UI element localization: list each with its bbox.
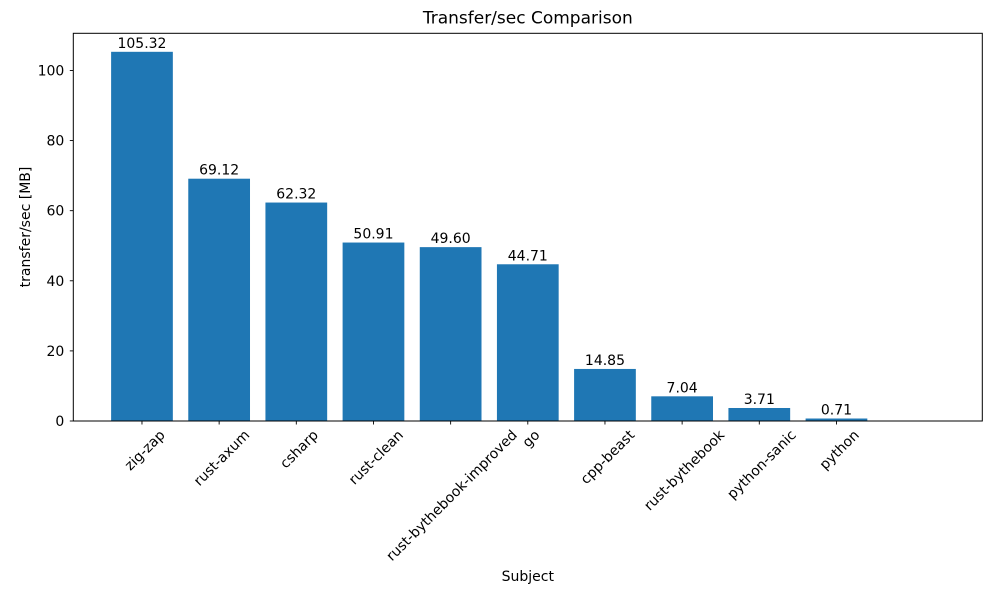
x-tick-label-rust-axum: rust-axum <box>191 427 253 489</box>
bar-python-sanic <box>728 407 791 421</box>
y-axis-group: 0 20 40 60 80 100 <box>38 63 74 430</box>
y-tick-label: 80 <box>46 134 64 150</box>
bar-zig-zap <box>111 51 173 421</box>
bar-value-label: 49.60 <box>431 231 471 247</box>
x-tick-label-rust-bythebook-improved: rust-bythebook-improved <box>384 427 521 564</box>
bar-cpp-beast <box>574 368 636 421</box>
x-tick-label-csharp: csharp <box>277 427 322 472</box>
bar-value-label: 3.71 <box>744 392 775 408</box>
x-tick-label-python: python <box>817 427 863 473</box>
bars-group <box>111 51 868 421</box>
x-tick-label-go: go <box>520 427 544 451</box>
bar-value-label: 44.71 <box>508 248 548 264</box>
x-tick-label-zig-zap: zig-zap <box>122 427 169 474</box>
bar-value-label: 105.32 <box>117 36 166 52</box>
bar-rust-bythebook <box>651 396 713 421</box>
chart-title: Transfer/sec Comparison <box>422 9 633 29</box>
x-tick-label-python-sanic: python-sanic <box>724 427 799 502</box>
x-axis-title: Subject <box>502 569 555 585</box>
y-tick-label: 20 <box>46 344 64 360</box>
x-tick-label-rust-bythebook: rust-bythebook <box>641 427 728 514</box>
bar-value-label: 62.32 <box>276 187 316 203</box>
y-tick-label: 0 <box>55 414 64 430</box>
bar-go <box>496 264 559 421</box>
bar-value-label: 50.91 <box>353 227 393 243</box>
plot-frame <box>72 32 983 422</box>
bar-value-label: 0.71 <box>821 403 852 419</box>
y-tick-label: 40 <box>46 274 64 290</box>
x-tick-label-rust-clean: rust-clean <box>346 427 407 488</box>
bar-rust-axum <box>188 178 251 421</box>
bar-rust-bythebook-improved <box>419 247 482 421</box>
bar-csharp <box>265 202 328 421</box>
x-axis-group: zig-zap rust-axum csharp rust-cleanrust-byt… <box>122 421 863 564</box>
y-axis-title: transfer/sec [MB] <box>18 167 34 288</box>
y-tick-label: 60 <box>46 204 64 220</box>
bar-value-label: 7.04 <box>667 380 698 396</box>
bar-python <box>805 418 868 421</box>
bar-value-label: 69.12 <box>199 163 239 179</box>
bar-rust-clean <box>342 242 405 421</box>
value-labels-group: 105.32 69.12 62.32 50.91 49.60 44.71 14.85 7.04… <box>117 36 852 419</box>
bar-value-label: 14.85 <box>585 353 625 369</box>
y-tick-label: 100 <box>38 63 65 79</box>
x-tick-label-cpp-beast: cpp-beast <box>578 427 639 488</box>
